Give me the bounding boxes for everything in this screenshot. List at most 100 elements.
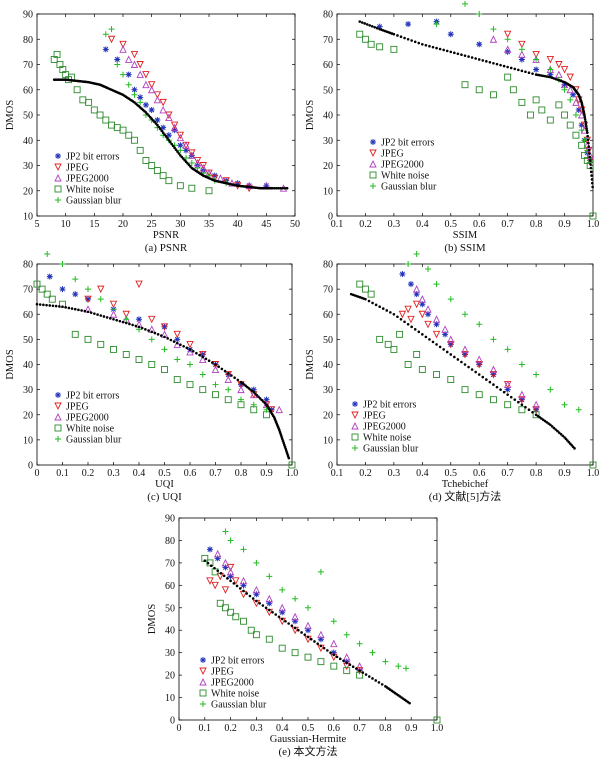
- fit-point: [251, 597, 255, 600]
- data-point: [532, 411, 540, 419]
- y-tick-label: 50: [323, 85, 333, 96]
- fit-curve: [349, 292, 576, 450]
- fit-point: [329, 651, 332, 654]
- data-point: [330, 662, 338, 670]
- fit-point: [158, 127, 162, 131]
- fit-point: [166, 337, 169, 340]
- x-tick-label: 0.7: [353, 723, 366, 734]
- x-tick-label: 0.2: [359, 468, 372, 479]
- fit-point: [417, 330, 421, 334]
- data-point: [279, 586, 286, 593]
- fit-point: [380, 683, 384, 686]
- series-white-noise: [33, 280, 296, 469]
- data-point: [330, 618, 337, 625]
- fit-point: [438, 345, 442, 349]
- fit-point: [89, 311, 93, 314]
- y-tick-label: 50: [165, 603, 175, 614]
- data-point: [376, 23, 383, 30]
- fit-point: [421, 333, 424, 336]
- fit-point: [520, 69, 524, 73]
- fit-point: [583, 113, 586, 117]
- data-point: [447, 31, 454, 38]
- data-point: [137, 94, 144, 101]
- data-point: [240, 582, 247, 589]
- fit-point: [284, 619, 287, 623]
- data-point: [265, 635, 273, 643]
- x-tick-label: 1.0: [286, 468, 299, 479]
- data-point: [122, 310, 130, 319]
- fit-point: [373, 25, 376, 29]
- data-point: [160, 323, 169, 331]
- data-point: [570, 91, 577, 98]
- data-point: [432, 330, 441, 339]
- fit-point: [83, 309, 87, 313]
- legend-marker: [54, 173, 62, 182]
- fit-point: [185, 346, 189, 350]
- data-point: [232, 577, 240, 585]
- data-point: [110, 345, 117, 353]
- fit-point: [177, 152, 181, 155]
- fit-point: [188, 348, 192, 351]
- data-point: [572, 112, 579, 118]
- legend-marker: [351, 411, 359, 420]
- data-point: [578, 141, 586, 149]
- y-tick-label: 20: [23, 186, 33, 197]
- fit-point: [281, 186, 285, 190]
- data-point: [462, 351, 468, 358]
- data-point: [165, 111, 173, 120]
- fit-point: [506, 393, 509, 396]
- data-point: [85, 98, 93, 106]
- fit-point: [421, 43, 424, 46]
- x-tick-label: 30: [175, 219, 185, 230]
- fit-point: [368, 24, 372, 27]
- data-point: [526, 111, 534, 119]
- fit-point: [191, 350, 195, 353]
- x-tick-label: 45: [261, 219, 271, 230]
- data-point: [475, 361, 483, 369]
- fit-point: [517, 68, 520, 72]
- data-point: [136, 70, 144, 79]
- fit-point: [527, 71, 531, 75]
- fit-point: [360, 21, 364, 24]
- x-tick-label: 0.5: [158, 468, 171, 479]
- fit-point: [488, 60, 492, 64]
- data-point: [102, 46, 109, 53]
- fit-point: [406, 37, 410, 41]
- fit-point: [364, 297, 367, 301]
- data-point: [222, 177, 230, 185]
- fit-point: [293, 626, 297, 630]
- fit-point: [399, 317, 403, 321]
- legend-label: JP2 bit errors: [211, 656, 264, 667]
- data-point: [72, 291, 79, 298]
- data-point: [221, 558, 230, 567]
- data-point: [211, 172, 218, 179]
- fit-point: [590, 181, 594, 185]
- data-point: [395, 663, 402, 670]
- data-point: [153, 95, 162, 104]
- y-tick-label: 70: [323, 35, 333, 46]
- legend-marker: [200, 657, 206, 663]
- data-point: [292, 595, 299, 602]
- data-point: [403, 665, 410, 672]
- data-point: [119, 40, 127, 49]
- data-point: [399, 271, 406, 278]
- fit-point: [283, 186, 287, 190]
- data-point: [252, 631, 260, 639]
- data-point: [161, 346, 168, 353]
- legend-label: White noise: [381, 171, 430, 182]
- legend-marker: [200, 701, 206, 707]
- series-jp2-bit-errors: [399, 271, 540, 413]
- fit-point: [524, 405, 527, 409]
- y-tick-label: 30: [165, 648, 175, 659]
- data-point: [237, 385, 245, 394]
- x-tick-label: 0.7: [501, 219, 514, 230]
- fit-point: [584, 124, 588, 128]
- fit-point: [203, 559, 207, 562]
- fit-point: [303, 633, 307, 637]
- x-tick-label: 0.2: [82, 468, 95, 479]
- fit-point: [435, 46, 438, 50]
- x-tick-label: 0.6: [473, 468, 486, 479]
- data-point: [419, 301, 426, 308]
- fit-point: [467, 365, 470, 369]
